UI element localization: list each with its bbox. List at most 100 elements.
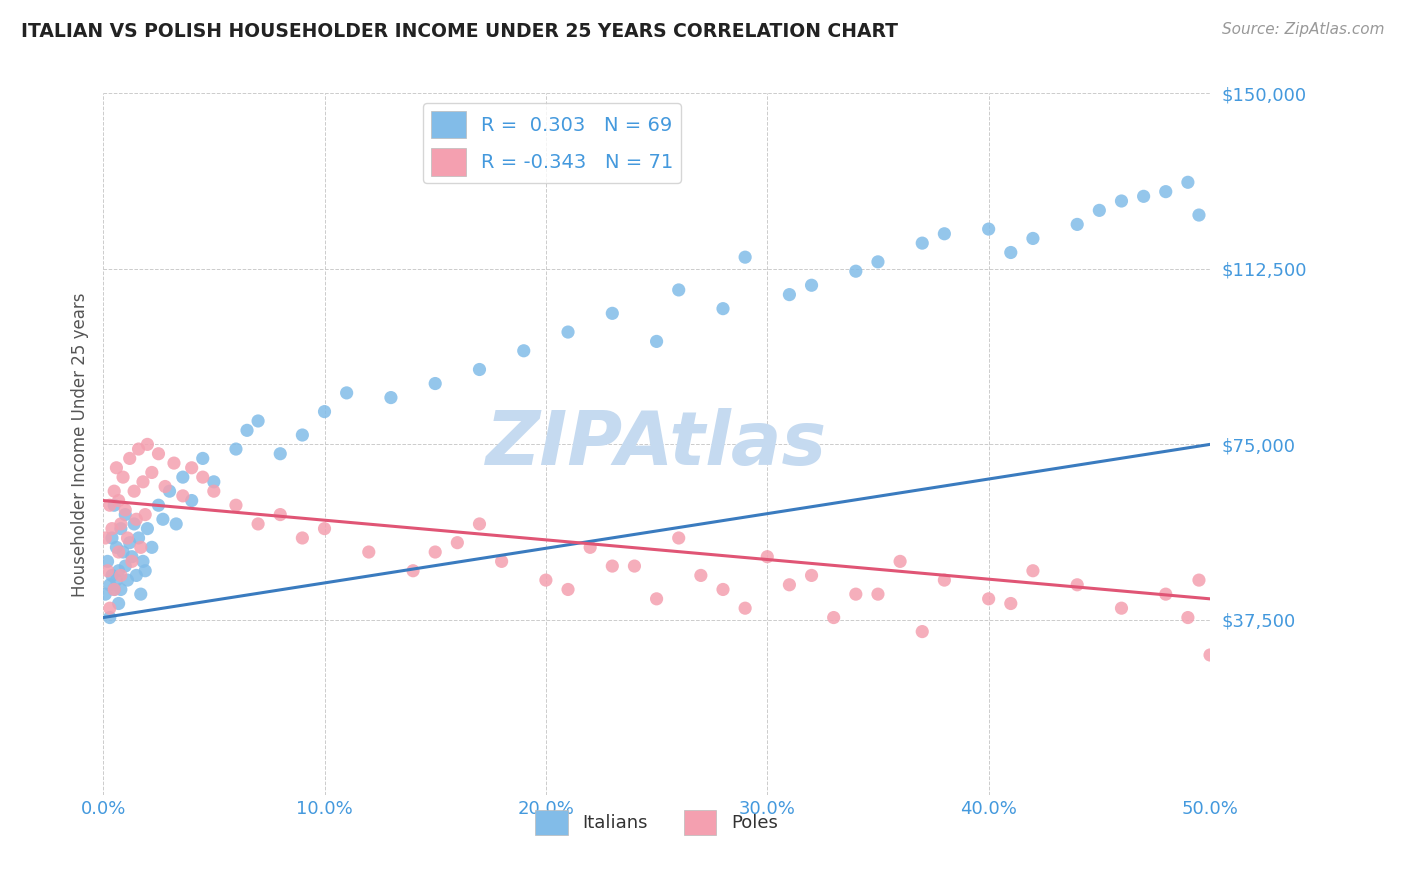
Point xyxy=(202,484,225,499)
Point xyxy=(402,564,425,578)
Point xyxy=(1000,245,1022,260)
Point xyxy=(1022,564,1045,578)
Point xyxy=(778,287,800,301)
Point xyxy=(141,541,163,555)
Point xyxy=(291,428,314,442)
Point xyxy=(114,559,136,574)
Point xyxy=(889,554,911,568)
Point xyxy=(153,479,176,493)
Point xyxy=(103,582,125,597)
Text: ZIPAtlas: ZIPAtlas xyxy=(486,408,827,481)
Point xyxy=(1177,175,1199,189)
Point xyxy=(934,573,956,587)
Point xyxy=(94,531,117,545)
Point xyxy=(623,559,645,574)
Point xyxy=(105,541,128,555)
Point xyxy=(128,531,150,545)
Point xyxy=(191,470,214,484)
Point xyxy=(1188,573,1211,587)
Point xyxy=(172,470,194,484)
Point xyxy=(579,541,602,555)
Point xyxy=(866,587,889,601)
Point xyxy=(148,447,170,461)
Point xyxy=(125,512,148,526)
Point xyxy=(1000,597,1022,611)
Point xyxy=(165,516,187,531)
Point xyxy=(977,591,1000,606)
Point xyxy=(1199,648,1222,662)
Point xyxy=(107,493,129,508)
Point xyxy=(269,508,291,522)
Point xyxy=(122,484,145,499)
Point xyxy=(132,475,155,489)
Point xyxy=(1111,601,1133,615)
Text: ITALIAN VS POLISH HOUSEHOLDER INCOME UNDER 25 YEARS CORRELATION CHART: ITALIAN VS POLISH HOUSEHOLDER INCOME UND… xyxy=(21,22,898,41)
Point xyxy=(600,559,623,574)
Point xyxy=(125,568,148,582)
Point xyxy=(1188,208,1211,222)
Point xyxy=(96,554,118,568)
Point xyxy=(110,516,132,531)
Point xyxy=(711,301,734,316)
Point xyxy=(1177,610,1199,624)
Point xyxy=(110,522,132,536)
Point xyxy=(1066,218,1088,232)
Point xyxy=(132,554,155,568)
Point xyxy=(425,376,447,391)
Point xyxy=(800,568,823,582)
Point xyxy=(134,564,156,578)
Point xyxy=(98,498,121,512)
Point xyxy=(645,334,668,349)
Point xyxy=(101,531,124,545)
Point xyxy=(117,573,139,587)
Point xyxy=(668,531,690,545)
Point xyxy=(98,578,121,592)
Point xyxy=(513,343,536,358)
Point xyxy=(129,587,152,601)
Point xyxy=(1088,203,1111,218)
Point xyxy=(101,568,124,582)
Point xyxy=(180,493,202,508)
Point xyxy=(163,456,186,470)
Point xyxy=(96,564,118,578)
Point xyxy=(845,587,868,601)
Point xyxy=(114,508,136,522)
Point xyxy=(557,582,579,597)
Point xyxy=(191,451,214,466)
Point xyxy=(1154,185,1177,199)
Point xyxy=(180,460,202,475)
Point xyxy=(110,582,132,597)
Point xyxy=(141,466,163,480)
Point xyxy=(94,587,117,601)
Point xyxy=(105,573,128,587)
Point xyxy=(159,484,181,499)
Point xyxy=(1111,194,1133,208)
Point xyxy=(446,535,468,549)
Point xyxy=(269,447,291,461)
Point xyxy=(112,545,135,559)
Point xyxy=(357,545,380,559)
Point xyxy=(225,498,247,512)
Point xyxy=(118,535,141,549)
Point xyxy=(225,442,247,456)
Point xyxy=(491,554,513,568)
Point xyxy=(103,498,125,512)
Point xyxy=(336,385,359,400)
Point xyxy=(121,549,143,564)
Point xyxy=(314,404,336,418)
Point xyxy=(934,227,956,241)
Point xyxy=(1132,189,1154,203)
Point xyxy=(112,470,135,484)
Point xyxy=(645,591,668,606)
Point xyxy=(98,601,121,615)
Point xyxy=(291,531,314,545)
Point xyxy=(110,568,132,582)
Point xyxy=(101,522,124,536)
Point xyxy=(734,601,756,615)
Point xyxy=(247,414,270,428)
Point xyxy=(134,508,156,522)
Point xyxy=(122,516,145,531)
Point xyxy=(128,442,150,456)
Point xyxy=(114,503,136,517)
Point xyxy=(845,264,868,278)
